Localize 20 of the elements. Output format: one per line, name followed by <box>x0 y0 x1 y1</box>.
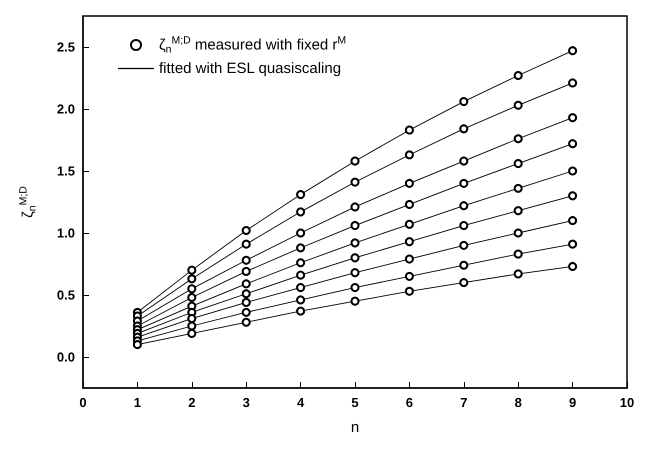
x-tick-label: 3 <box>242 395 250 410</box>
y-axis-title: ζnM;D <box>18 186 38 218</box>
y-tick-label: 0.5 <box>56 288 75 302</box>
x-tick-label: 9 <box>568 395 576 410</box>
x-tick-label: 5 <box>351 395 359 410</box>
x-axis-title: n <box>350 419 360 436</box>
x-tick-label: 7 <box>460 395 468 410</box>
y-tick-label: 2.0 <box>56 102 75 116</box>
x-tick-label: 4 <box>296 395 305 410</box>
y-tick-label: 2.5 <box>56 40 75 54</box>
y-tick-label: 1.5 <box>56 164 75 178</box>
x-tick-label: 6 <box>406 395 414 410</box>
y-tick-label: 1.0 <box>56 226 75 240</box>
x-tick-label: 0 <box>79 395 87 410</box>
legend-label: fitted with ESL quasiscaling <box>159 60 342 77</box>
y-tick-label: 0.0 <box>56 350 75 364</box>
x-tick-label: 1 <box>134 395 142 410</box>
x-tick-label: 10 <box>620 395 634 410</box>
x-tick-label: 8 <box>514 395 522 410</box>
x-tick-label: 2 <box>188 395 196 410</box>
